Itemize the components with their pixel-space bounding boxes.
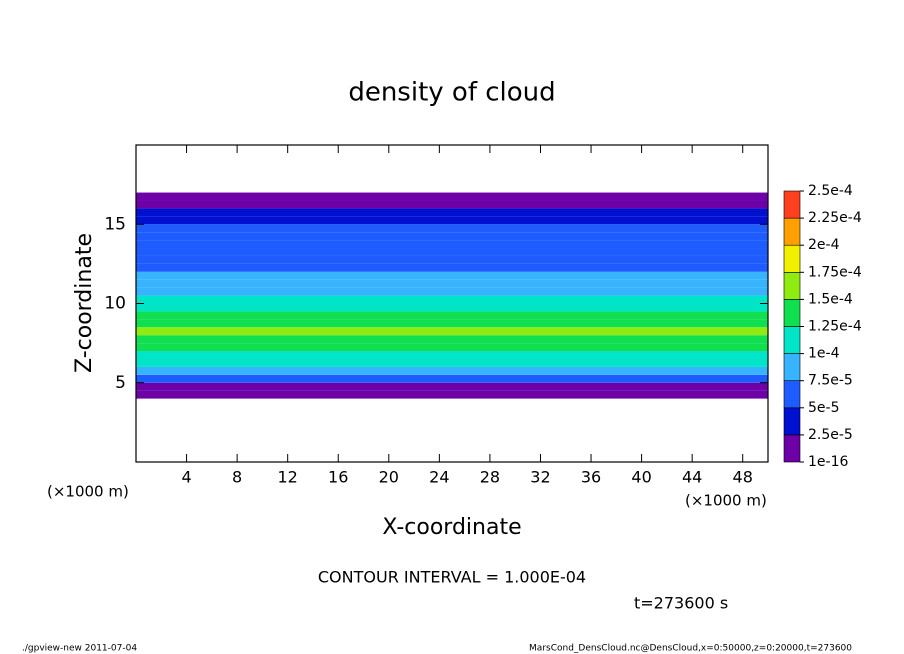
- density-band: [136, 208, 768, 217]
- density-band: [136, 351, 768, 359]
- y-axis-label: Z-coordinate: [72, 233, 97, 373]
- colorbar-box: [783, 244, 801, 273]
- density-band: [136, 327, 768, 336]
- x-tick-label: 20: [379, 468, 399, 487]
- x-axis-label: X-coordinate: [382, 515, 521, 540]
- density-band: [136, 263, 768, 272]
- density-band: [136, 374, 768, 383]
- annotation: t=273600 s: [634, 594, 728, 613]
- x-tick-label: 12: [278, 468, 298, 487]
- density-band: [136, 295, 768, 304]
- x-tick-label: 36: [581, 468, 601, 487]
- colorbar-label: 7.5e-5: [808, 373, 853, 389]
- x-tick-label: 28: [480, 468, 500, 487]
- density-band: [136, 216, 768, 225]
- x-unit: (×1000 m): [685, 492, 767, 510]
- colorbar-box: [783, 407, 801, 436]
- density-band: [136, 319, 768, 328]
- density-band: [136, 335, 768, 344]
- x-tick-label: 4: [181, 468, 191, 487]
- footer: MarsCond_DensCloud.nc@DensCloud,x=0:5000…: [529, 644, 852, 654]
- density-band: [136, 255, 768, 264]
- x-tick-label: 8: [232, 468, 242, 487]
- density-band: [136, 382, 768, 391]
- density-band: [136, 200, 768, 209]
- colorbar-box: [783, 326, 801, 354]
- colorbar-label: 2.5e-4: [808, 183, 853, 199]
- x-tick-label: 48: [733, 468, 753, 487]
- colorbar-label: 1.75e-4: [808, 264, 862, 280]
- x-unit: (×1000 m): [47, 483, 129, 501]
- density-band: [136, 303, 768, 312]
- chart-title: density of cloud: [348, 78, 555, 108]
- y-tick-label: 10: [104, 294, 126, 314]
- density-band: [136, 224, 768, 233]
- colorbar-label: 1e-16: [808, 454, 848, 470]
- density-band: [136, 271, 768, 280]
- colorbar-label: 2.25e-4: [808, 210, 862, 226]
- colorbar-box: [783, 271, 801, 300]
- y-tick-label: 5: [115, 373, 126, 393]
- x-tick-label: 40: [631, 468, 651, 487]
- density-band: [136, 248, 768, 256]
- density-band: [136, 366, 768, 375]
- x-tick-label: 32: [530, 468, 550, 487]
- footer: ./gpview-new 2011-07-04: [22, 644, 137, 654]
- x-tick-label: 24: [429, 468, 449, 487]
- colorbar-box: [783, 217, 801, 246]
- colorbar-label: 1e-4: [808, 346, 840, 362]
- colorbar-label: 5e-5: [808, 400, 839, 416]
- density-band: [136, 311, 768, 320]
- density-band: [136, 287, 768, 296]
- colorbar-label: 1.5e-4: [808, 291, 853, 307]
- y-tick-label: 15: [104, 214, 126, 234]
- colorbar-label: 2e-4: [808, 237, 840, 253]
- density-band: [136, 232, 768, 241]
- colorbar-box: [783, 353, 801, 382]
- density-band: [136, 343, 768, 352]
- x-tick-label: 44: [682, 468, 702, 487]
- colorbar-box: [783, 190, 801, 219]
- density-band: [136, 192, 768, 201]
- density-band: [136, 279, 768, 288]
- colorbar-box: [783, 434, 801, 463]
- x-tick-label: 16: [328, 468, 348, 487]
- colorbar-label: 2.5e-5: [808, 427, 853, 443]
- density-band: [136, 390, 768, 399]
- colorbar-box: [783, 299, 801, 327]
- colorbar-box: [783, 380, 801, 409]
- density-band: [136, 240, 768, 249]
- density-band: [136, 358, 768, 367]
- colorbar-label: 1.25e-4: [808, 319, 862, 335]
- annotation: CONTOUR INTERVAL = 1.000E-04: [318, 568, 586, 587]
